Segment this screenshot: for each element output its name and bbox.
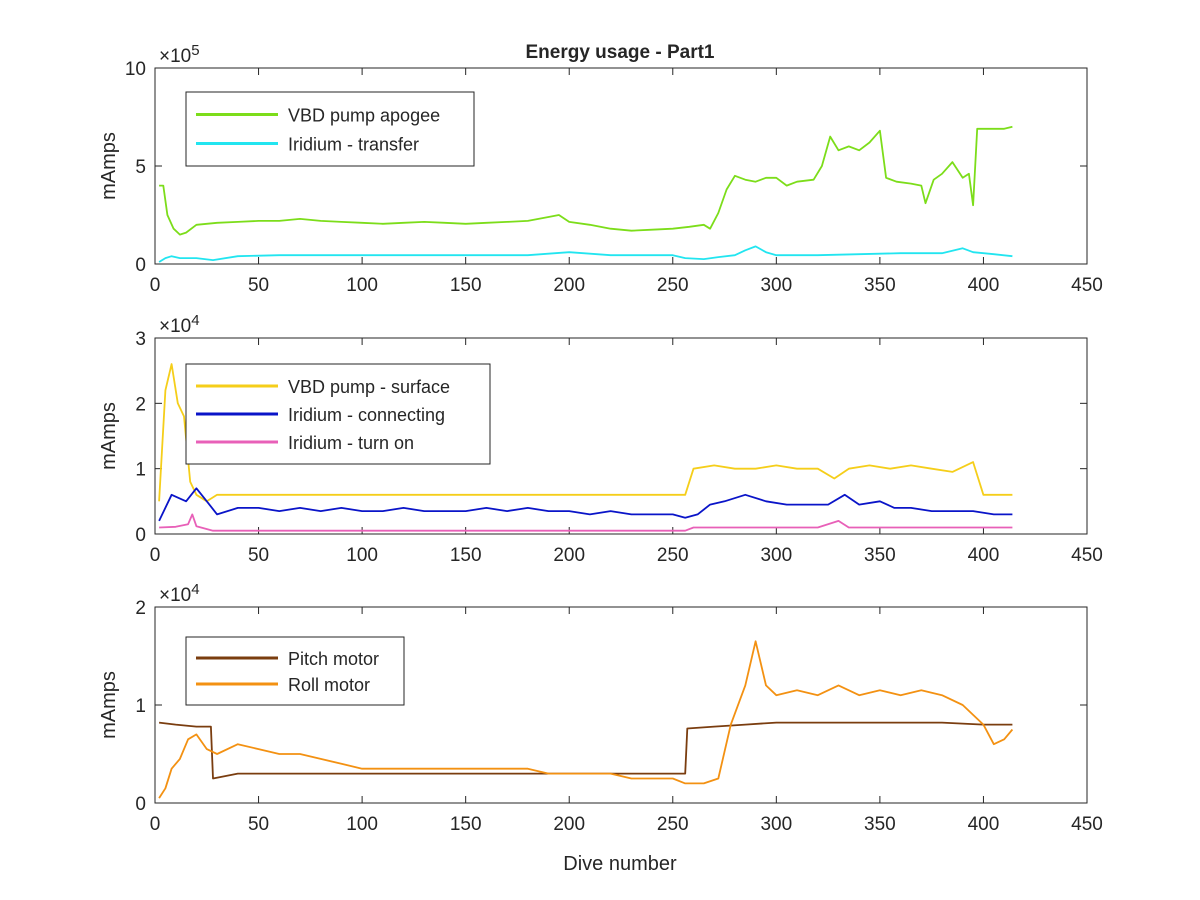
x-tick-label: 200	[553, 545, 585, 566]
series-line-2	[158, 487, 1013, 522]
subplot-2: 0 50 100 150 200 250 300 350 400 450 0 1 2 3 ×104 mAmps…	[98, 312, 1103, 566]
x-tick-label: 400	[968, 545, 1000, 566]
subplot-1: 0 50 100 150 200 250 300 350 400 4500510×105mAmps…	[98, 42, 1103, 296]
y-exponent-power: 4	[191, 312, 199, 329]
legend-entry-label: Iridium - turn on	[288, 433, 414, 453]
y-tick-label: 10	[125, 59, 146, 80]
legend-box	[185, 91, 475, 167]
y-axis-label: mAmps	[98, 132, 120, 200]
legend: Pitch motor Roll motor	[185, 636, 405, 706]
x-tick-label: 250	[657, 545, 689, 566]
y-tick-label: 1	[135, 696, 146, 717]
y-exponent-power: 5	[191, 42, 199, 59]
x-tick-label: 350	[864, 545, 896, 566]
x-tick-label: 0	[150, 275, 161, 296]
x-tick-label: 0	[150, 814, 161, 835]
x-tick-label: 300	[760, 814, 792, 835]
y-axis-label: mAmps	[98, 402, 120, 470]
legend-entry-label: VBD pump apogee	[288, 106, 440, 126]
series-line-1	[159, 125, 1013, 236]
x-tick-label: 250	[657, 814, 689, 835]
x-tick-label: 400	[968, 814, 1000, 835]
x-tick-label: 150	[450, 814, 482, 835]
x-tick-label: 450	[1071, 545, 1103, 566]
legend: VBD pump - surface Iridium - connecting Ir…	[185, 363, 491, 465]
y-tick-label: 3	[135, 329, 146, 350]
x-tick-label: 450	[1071, 814, 1103, 835]
series-group	[158, 125, 1013, 263]
x-tick-label: 450	[1071, 275, 1103, 296]
x-tick-label: 350	[864, 814, 896, 835]
series-line-2	[158, 640, 1014, 799]
x-axis-label: Dive number	[563, 853, 677, 875]
x-tick-label: 350	[864, 275, 896, 296]
y-tick-label: 0	[135, 255, 146, 276]
x-tick-label: 200	[553, 275, 585, 296]
y-tick-label: 5	[135, 157, 146, 178]
x-tick-label: 200	[553, 814, 585, 835]
x-tick-label: 0	[150, 545, 161, 566]
x-tick-label: 100	[346, 275, 378, 296]
legend: VBD pump apogee Iridium - transfer	[185, 91, 475, 167]
y-tick-label: 0	[135, 794, 146, 815]
x-tick-label: 150	[450, 275, 482, 296]
subplot-3: 0 50 100 150 200 250 300 350 400 450012×104mAmpsP…	[98, 581, 1103, 835]
series-line-2	[158, 245, 1013, 263]
y-tick-label: 0	[135, 525, 146, 546]
subplot-panels: 0 50 100 150 200 250 300 350 400 4500510×105mAmps…	[98, 42, 1103, 835]
legend-entry-label: Roll motor	[288, 675, 370, 695]
x-tick-label: 50	[248, 814, 269, 835]
figure-title: Energy usage - Part1	[525, 42, 714, 63]
x-tick-label: 300	[760, 275, 792, 296]
x-tick-label: 100	[346, 545, 378, 566]
y-tick-label: 1	[135, 460, 146, 481]
x-tick-label: 400	[968, 275, 1000, 296]
series-group	[158, 640, 1014, 799]
legend-entry-label: Pitch motor	[288, 649, 379, 669]
legend-entry-label: VBD pump - surface	[288, 377, 450, 397]
series-group	[158, 363, 1013, 532]
x-tick-label: 150	[450, 545, 482, 566]
y-tick-label: 2	[135, 598, 146, 619]
legend-box	[185, 636, 405, 706]
legend-entry-label: Iridium - transfer	[288, 135, 419, 155]
y-exponent-power: 4	[191, 581, 199, 598]
x-tick-label: 250	[657, 275, 689, 296]
y-axis-label: mAmps	[98, 671, 120, 739]
x-tick-label: 300	[760, 545, 792, 566]
x-tick-label: 100	[346, 814, 378, 835]
x-tick-label: 50	[248, 275, 269, 296]
y-tick-label: 2	[135, 394, 146, 415]
x-tick-label: 50	[248, 545, 269, 566]
series-line-1	[158, 363, 1013, 503]
y-exponent-label: ×104	[159, 312, 200, 337]
legend-entry-label: Iridium - connecting	[288, 405, 445, 425]
series-line-3	[159, 513, 1013, 532]
